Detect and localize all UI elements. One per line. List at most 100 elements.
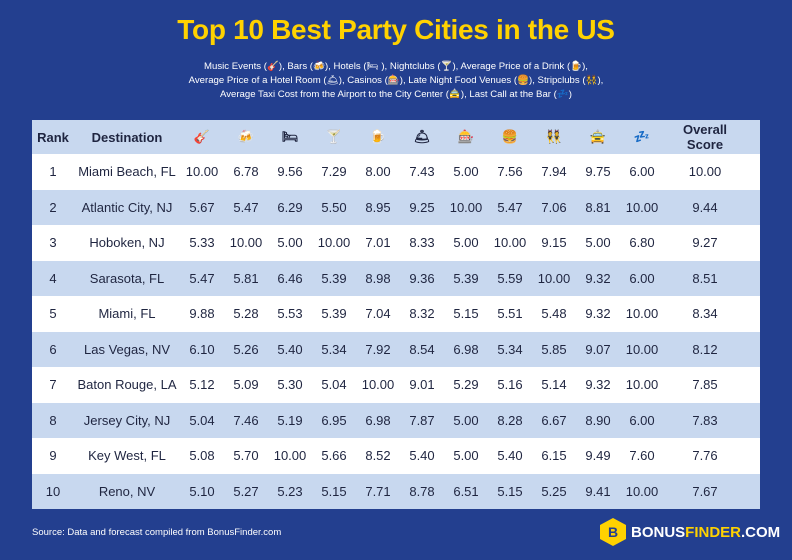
table-row: 9 Key West, FL 5.08 5.70 10.00 5.66 8.52 5.40 5.… xyxy=(32,438,760,474)
table-row: 5 Miami, FL 9.88 5.28 5.53 5.39 7.04 8.32 5.15 5.… xyxy=(32,296,760,332)
table-row: 3 Hoboken, NJ 5.33 10.00 5.00 10.00 7.01 8.33 5.… xyxy=(32,225,760,261)
score-cell: 10.00 xyxy=(537,270,571,286)
score-cell: 5.19 xyxy=(277,412,303,428)
bed-icon: 🛏 xyxy=(281,129,299,144)
score-cell: 6.00 xyxy=(629,270,655,286)
score-cell: 5.12 xyxy=(189,377,215,393)
score-cell: 5.40 xyxy=(409,448,435,464)
score-cell: 10.00 xyxy=(625,483,659,499)
beers-icon: 🍻 xyxy=(237,129,255,144)
score-cell: 5.08 xyxy=(189,448,215,464)
score-cell: 7.87 xyxy=(409,412,435,428)
score-cell: 10.00 xyxy=(449,199,483,215)
dancers-icon: 👯 xyxy=(545,129,563,144)
score-cell: 7.01 xyxy=(365,235,391,251)
score-cell: 7.06 xyxy=(541,199,567,215)
score-cell: 6.78 xyxy=(233,164,259,180)
casino-icon: 🎰 xyxy=(457,129,475,144)
logo-mark-icon: B xyxy=(600,518,626,546)
destination-cell: Reno, NV xyxy=(98,483,156,499)
score-cell: 5.25 xyxy=(541,483,567,499)
score-cell: 8.95 xyxy=(365,199,391,215)
rank-cell: 3 xyxy=(49,235,57,251)
score-cell: 10.00 xyxy=(625,199,659,215)
score-cell: 8.81 xyxy=(585,199,611,215)
legend-line: Music Events (🎸), Bars (🍻), Hotels (🛏 ),… xyxy=(204,61,588,72)
score-cell: 5.40 xyxy=(277,341,303,357)
score-cell: 5.47 xyxy=(233,199,259,215)
logo-text: FINDER xyxy=(685,523,742,541)
overall-score-cell: 7.67 xyxy=(692,483,718,499)
score-cell: 10.00 xyxy=(625,306,659,322)
overall-score-cell: 8.12 xyxy=(692,341,718,357)
score-cell: 5.16 xyxy=(497,377,523,393)
score-cell: 5.27 xyxy=(233,483,259,499)
score-cell: 5.14 xyxy=(541,377,567,393)
score-cell: 9.32 xyxy=(585,306,611,322)
score-cell: 5.15 xyxy=(321,483,347,499)
destination-cell: Baton Rouge, LA xyxy=(77,377,177,393)
destination-cell: Hoboken, NJ xyxy=(89,235,165,251)
score-cell: 5.81 xyxy=(233,270,259,286)
destination-cell: Key West, FL xyxy=(88,448,166,464)
overall-score-cell: 7.85 xyxy=(692,377,718,393)
score-cell: 7.04 xyxy=(365,306,391,322)
score-cell: 9.01 xyxy=(409,377,435,393)
score-cell: 6.15 xyxy=(541,448,567,464)
score-cell: 5.51 xyxy=(497,306,523,322)
score-cell: 7.46 xyxy=(233,412,259,428)
table-row: 6 Las Vegas, NV 6.10 5.26 5.40 5.34 7.92 8.54 6.… xyxy=(32,331,760,367)
score-cell: 7.60 xyxy=(629,448,655,464)
rankings-table: Rank Destination 🎸 🍻 🛏 🍸 🍺 🛎 🎰 🍔 👯 🚖 💤 Overall Score 1… xyxy=(32,120,760,509)
score-cell: 9.15 xyxy=(541,235,567,251)
rank-cell: 8 xyxy=(49,412,57,428)
score-cell: 5.39 xyxy=(321,270,347,286)
score-cell: 6.98 xyxy=(453,341,479,357)
score-cell: 5.34 xyxy=(497,341,523,357)
score-cell: 5.85 xyxy=(541,341,567,357)
legend-line: Average Taxi Cost from the Airport to th… xyxy=(220,89,572,100)
score-cell: 9.36 xyxy=(409,270,435,286)
overall-score-cell: 10.00 xyxy=(688,164,722,180)
score-cell: 7.94 xyxy=(541,164,567,180)
score-cell: 5.28 xyxy=(233,306,259,322)
score-cell: 6.80 xyxy=(629,235,655,251)
score-cell: 7.29 xyxy=(321,164,347,180)
rank-cell: 10 xyxy=(45,483,61,499)
rank-cell: 2 xyxy=(49,199,57,215)
score-cell: 10.00 xyxy=(361,377,395,393)
score-cell: 5.66 xyxy=(321,448,347,464)
logo-text: BONUS xyxy=(631,523,686,541)
destination-cell: Miami, FL xyxy=(98,306,156,322)
score-cell: 9.41 xyxy=(585,483,611,499)
score-cell: 8.90 xyxy=(585,412,611,428)
score-cell: 10.00 xyxy=(317,235,351,251)
score-cell: 5.09 xyxy=(233,377,259,393)
rank-cell: 1 xyxy=(49,164,57,180)
score-cell: 6.29 xyxy=(277,199,303,215)
guitar-icon: 🎸 xyxy=(193,129,211,144)
score-cell: 9.88 xyxy=(189,306,215,322)
score-cell: 5.70 xyxy=(233,448,259,464)
overall-score-cell: 8.34 xyxy=(692,306,718,322)
score-cell: 8.78 xyxy=(409,483,435,499)
score-cell: 5.47 xyxy=(189,270,215,286)
score-cell: 10.00 xyxy=(273,448,307,464)
score-cell: 5.04 xyxy=(189,412,215,428)
bellhop-bell-icon: 🛎 xyxy=(413,129,431,144)
score-cell: 5.29 xyxy=(453,377,479,393)
score-cell: 5.33 xyxy=(189,235,215,251)
score-cell: 9.49 xyxy=(585,448,611,464)
score-cell: 5.50 xyxy=(321,199,347,215)
score-cell: 5.40 xyxy=(497,448,523,464)
score-cell: 8.54 xyxy=(409,341,435,357)
score-cell: 5.39 xyxy=(453,270,479,286)
table-row: 1 Miami Beach, FL 10.00 6.78 9.56 7.29 8.00 7.4… xyxy=(32,154,760,190)
overall-score-cell: 9.44 xyxy=(692,199,718,215)
page-title: Top 10 Best Party Cities in the US xyxy=(177,14,615,45)
burger-icon: 🍔 xyxy=(501,129,519,144)
score-cell: 10.00 xyxy=(185,164,219,180)
score-cell: 5.04 xyxy=(321,377,347,393)
taxi-icon: 🚖 xyxy=(589,129,607,144)
score-cell: 5.67 xyxy=(189,199,215,215)
